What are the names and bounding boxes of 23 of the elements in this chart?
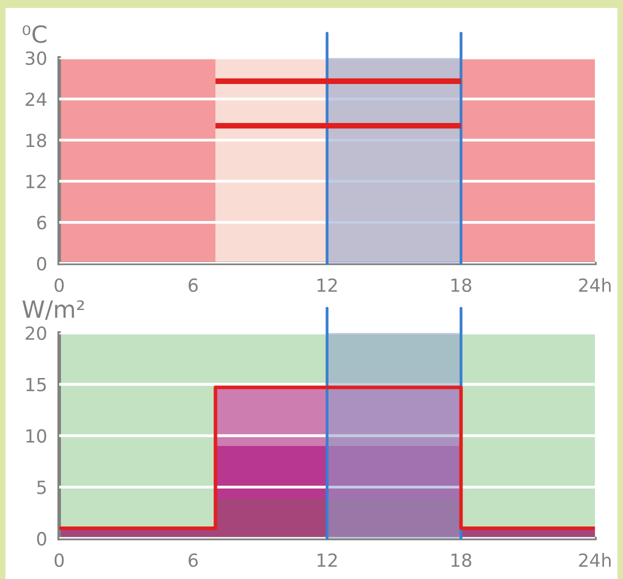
y-tick-label: 24 <box>26 92 46 106</box>
y-tick-label: 18 <box>26 134 46 148</box>
x-tick-label: 0 <box>54 278 64 292</box>
x-tick-label: 24h <box>579 553 611 567</box>
x-tick-label: 12 <box>318 278 337 292</box>
y-axis-title: W/m² <box>22 300 84 320</box>
y-tick-label: 30 <box>26 51 46 66</box>
x-tick-label: 18 <box>452 278 472 292</box>
x-tick-label: 6 <box>188 553 198 568</box>
y-tick-label: 6 <box>37 216 46 230</box>
y-axis-title: ⁰C <box>22 25 46 44</box>
x-tick-label: 12 <box>318 553 337 567</box>
y-tick-label: 12 <box>26 174 46 188</box>
x-tick-label: 24h <box>579 278 611 292</box>
y-tick-label: 0 <box>37 256 46 271</box>
x-tick-label: 18 <box>452 553 472 568</box>
y-tick-label: 10 <box>26 429 46 443</box>
y-tick-label: 20 <box>26 326 46 340</box>
x-tick-label: 6 <box>188 278 198 292</box>
y-tick-label: 0 <box>37 532 46 546</box>
y-tick-label: 15 <box>26 378 46 392</box>
y-tick-label: 5 <box>37 480 46 494</box>
x-tick-label: 0 <box>54 553 64 568</box>
